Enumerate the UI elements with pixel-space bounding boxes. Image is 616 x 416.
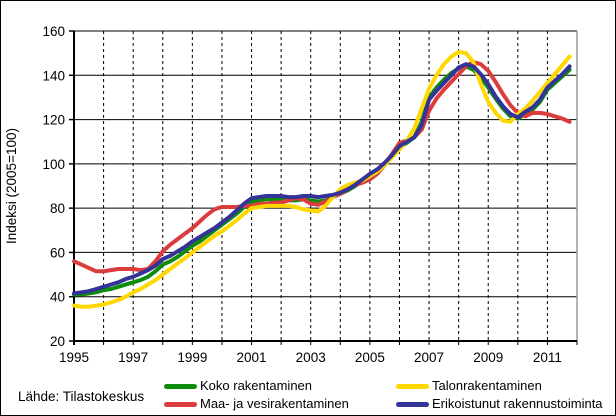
x-tick-label: 1999 (177, 350, 207, 365)
legend-item-koko-rakentaminen: Koko rakentaminen (164, 378, 312, 394)
y-tick-label: 20 (50, 334, 65, 349)
series-line-talonrakentaminen (72, 50, 572, 309)
y-tick-label: 40 (50, 290, 65, 305)
y-tick-label: 80 (50, 201, 65, 216)
legend-swatch-koko-rakentaminen (164, 383, 197, 389)
x-tick-label: 2005 (355, 350, 385, 365)
legend-item-erikoistunut-rakennustoiminta: Erikoistunut rakennustoiminta (396, 396, 603, 412)
x-tick-label: 2001 (237, 350, 267, 365)
source-label: Lähde: Tilastokeskus (18, 389, 145, 404)
legend-swatch-erikoistunut-rakennustoiminta (396, 401, 429, 407)
legend-label: Erikoistunut rakennustoiminta (432, 396, 603, 411)
y-axis-title: Indeksi (2005=100) (4, 128, 19, 244)
x-tick-label: 2003 (296, 350, 326, 365)
legend-item-maa-ja-vesirakentaminen: Maa- ja vesirakentaminen (164, 396, 349, 412)
legend-item-talonrakentaminen: Talonrakentaminen (396, 378, 542, 394)
series-line-maa-ja-vesirakentaminen (72, 60, 572, 274)
series-line-koko-rakentaminen (72, 64, 572, 297)
legend-swatch-talonrakentaminen (396, 383, 429, 389)
x-tick-label: 1997 (118, 350, 148, 365)
legend-label: Koko rakentaminen (200, 378, 313, 393)
y-tick-label: 160 (42, 24, 65, 39)
legend-label: Maa- ja vesirakentaminen (200, 396, 349, 411)
y-tick-label: 60 (50, 245, 65, 260)
y-tick-label: 120 (42, 113, 65, 128)
series-line-erikoistunut-rakennustoiminta (72, 62, 572, 296)
legend-label: Talonrakentaminen (432, 378, 542, 393)
y-tick-label: 100 (42, 157, 65, 172)
y-tick-label: 140 (42, 68, 65, 83)
legend-swatch-maa-ja-vesirakentaminen (164, 401, 197, 407)
x-tick-label: 2011 (533, 350, 562, 365)
x-tick-label: 2007 (414, 350, 444, 365)
x-tick-label: 1995 (59, 350, 89, 365)
x-tick-label: 2009 (473, 350, 503, 365)
